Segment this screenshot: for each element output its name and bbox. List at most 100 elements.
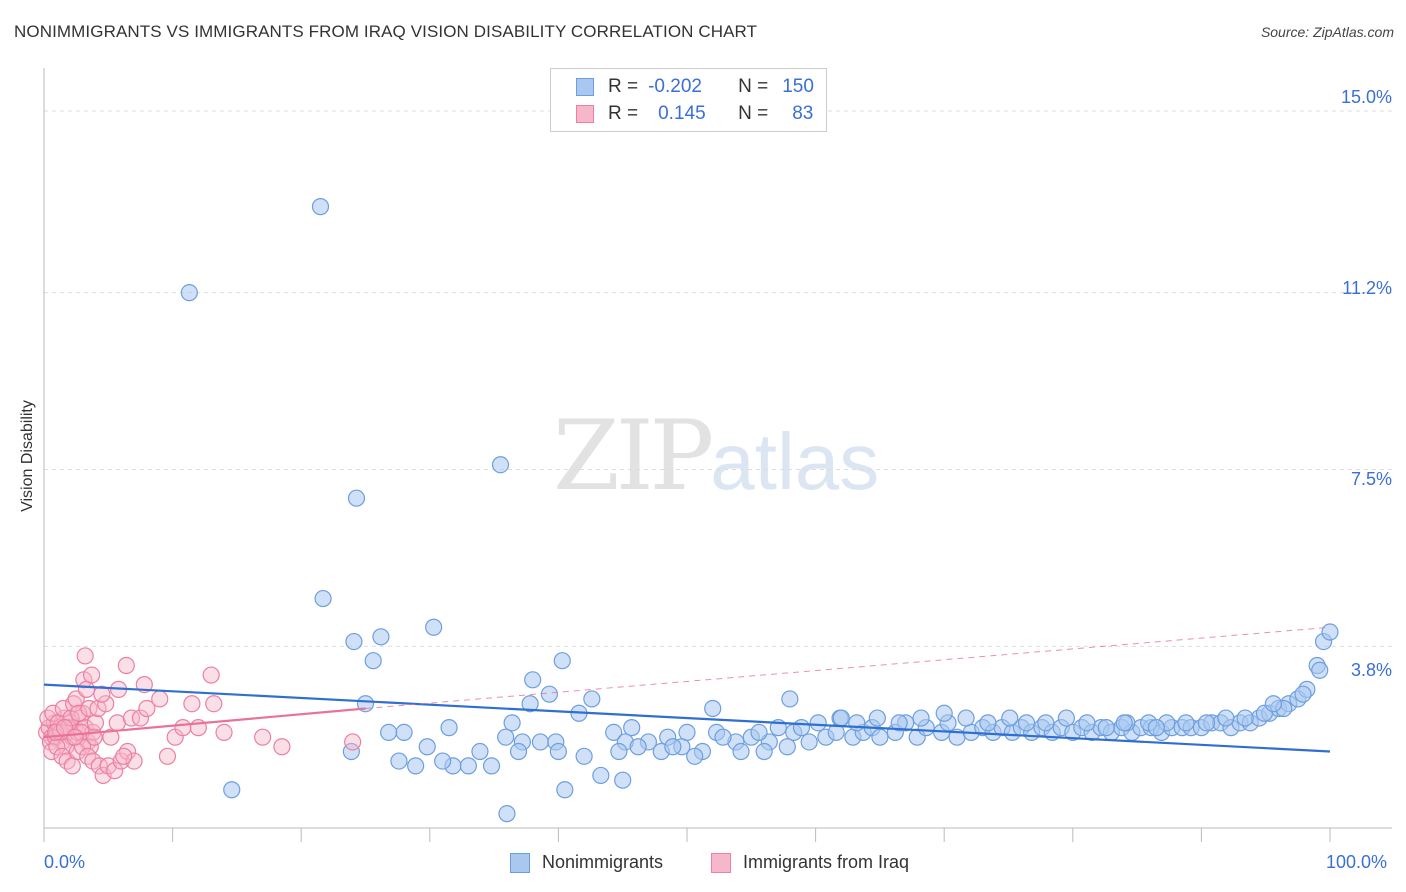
iraq-point [43, 742, 61, 761]
nonimmigrant-point [497, 728, 515, 746]
nonimmigrant-point [223, 781, 241, 799]
legend-swatch-blue [510, 852, 530, 873]
nonimmigrant-point [686, 747, 704, 765]
nonimmigrant-trend-line [43, 683, 1331, 753]
iraq-point [273, 738, 291, 756]
nonimmigrant-point [440, 719, 458, 737]
iraq-point [48, 738, 66, 756]
nonimmigrant-point [792, 719, 811, 737]
nonimmigrant-point [314, 589, 332, 608]
nonimmigrant-point [556, 781, 574, 799]
correlation-legend: R = -0.202 N = 150 R = 0.145 N = 83 [550, 68, 827, 132]
nonimmigrant-point [498, 805, 516, 823]
legend-n-label: N = [738, 103, 769, 124]
legend-n-label: N = [738, 76, 769, 97]
legend-r-value: -0.202 [648, 76, 702, 97]
iraq-point [77, 680, 96, 698]
iraq-point [117, 656, 135, 675]
iraq-point [131, 709, 150, 727]
nonimmigrant-point [509, 742, 528, 761]
nonimmigrant-point [800, 733, 818, 751]
nonimmigrant-point [583, 690, 601, 708]
nonimmigrant-point [592, 766, 610, 785]
chart-title: NONIMMIGRANTS VS IMMIGRANTS FROM IRAQ VI… [14, 22, 758, 41]
iraq-point [86, 714, 105, 732]
iraq-point [344, 733, 362, 751]
nonimmigrant-point [1147, 719, 1165, 737]
iraq-trend-line [43, 707, 366, 739]
y-tick-label: 15.0% [1340, 87, 1392, 107]
iraq-point [80, 699, 98, 718]
iraq-point [215, 723, 233, 742]
iraq-point [39, 709, 57, 727]
nonimmigrant-point [1264, 695, 1283, 713]
iraq-point [183, 695, 201, 713]
nonimmigrant-point [732, 742, 750, 761]
iraq-point [106, 762, 124, 780]
iraq-point [93, 685, 111, 703]
nonimmigrant-point [425, 618, 443, 636]
nonimmigrant-point [714, 728, 732, 746]
nonimmigrant-point [553, 652, 571, 670]
nonimmigrant-point [1001, 709, 1019, 727]
iraq-trend-line-extended [365, 626, 1331, 710]
nonimmigrant-point [459, 757, 477, 775]
nonimmigrant-point [1236, 709, 1254, 727]
iraq-point [90, 757, 108, 775]
watermark-zip: ZIP [553, 400, 714, 512]
iraq-point [102, 728, 120, 746]
iraq-point [174, 719, 192, 737]
iraq-point [158, 747, 177, 765]
nonimmigrant-point [957, 709, 975, 727]
iraq-point [112, 752, 130, 770]
nonimmigrant-point [345, 632, 363, 651]
nonimmigrant-point [1177, 714, 1195, 732]
x-tick-label-max: 100.0% [1326, 852, 1388, 872]
iraq-point [66, 728, 84, 746]
iraq-point [76, 647, 94, 665]
iraq-point [97, 695, 115, 713]
iraq-point [68, 742, 87, 761]
nonimmigrant-point [935, 704, 953, 722]
nonimmigrant-point [549, 742, 568, 761]
nonimmigrant-point [1294, 685, 1312, 703]
nonimmigrant-point [347, 489, 366, 507]
nonimmigrant-point [364, 652, 382, 670]
legend-swatch-pink [711, 852, 731, 873]
nonimmigrant-point [1197, 714, 1216, 732]
iraq-point [254, 728, 272, 746]
iraq-point [138, 699, 156, 718]
nonimmigrant-point [1017, 714, 1036, 732]
nonimmigrant-point [848, 714, 866, 732]
nonimmigrant-point [755, 742, 773, 761]
legend-swatch-blue [576, 78, 594, 96]
legend-item-iraq: Immigrants from Iraq [711, 852, 909, 873]
nonimmigrant-point [605, 723, 623, 742]
nonimmigrant-point [390, 752, 408, 770]
nonimmigrant-point [979, 714, 997, 732]
nonimmigrant-point [868, 709, 886, 727]
nonimmigrant-point [778, 738, 796, 756]
iraq-point [202, 666, 220, 684]
nonimmigrant-point [871, 728, 889, 746]
nonimmigrant-point [1115, 714, 1133, 732]
nonimmigrant-point [890, 714, 908, 732]
iraq-point [70, 704, 88, 722]
legend-r-value: 0.145 [658, 103, 706, 124]
nonimmigrant-point [521, 695, 539, 713]
iraq-point [63, 757, 81, 775]
legend-item-nonimmigrants: Nonimmigrants [510, 852, 663, 873]
nonimmigrant-point [418, 738, 436, 756]
nonimmigrant-point [1037, 714, 1055, 732]
nonimmigrant-point [471, 742, 489, 761]
nonimmigrant-point [482, 757, 501, 775]
nonimmigrant-point [1057, 709, 1075, 727]
y-tick-label: 7.5% [1350, 469, 1392, 489]
legend-label: Nonimmigrants [542, 852, 664, 872]
iraq-point [44, 704, 62, 722]
nonimmigrant-point [614, 771, 632, 789]
iraq-point [125, 752, 143, 770]
iraq-point [79, 747, 97, 765]
x-tick-label-min: 0.0% [44, 852, 86, 872]
iraq-point [64, 695, 83, 713]
